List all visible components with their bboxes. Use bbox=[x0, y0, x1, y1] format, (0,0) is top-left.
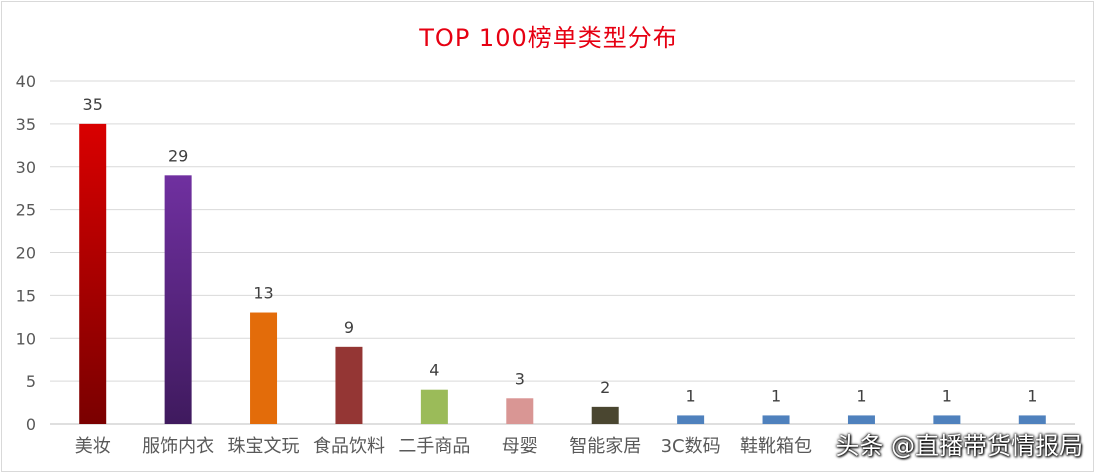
x-category-label: 二手商品 bbox=[398, 436, 470, 457]
x-category-label: 珠宝文玩 bbox=[228, 436, 300, 457]
x-category-label: 鞋靴箱包 bbox=[740, 436, 812, 457]
watermark: 头条 @直播带货情报局 bbox=[835, 432, 1083, 460]
y-tick-label: 5 bbox=[26, 372, 36, 391]
bar bbox=[506, 398, 534, 424]
bar bbox=[79, 123, 107, 424]
data-label: 9 bbox=[344, 318, 354, 337]
bar bbox=[762, 415, 790, 424]
bar bbox=[591, 406, 619, 424]
bar bbox=[1018, 415, 1046, 424]
gridlines bbox=[50, 80, 1075, 425]
x-category-label: 3C数码 bbox=[661, 436, 721, 457]
x-category-label: 母婴 bbox=[502, 436, 538, 457]
bar bbox=[335, 346, 363, 424]
data-label: 35 bbox=[83, 95, 103, 114]
y-tick-label: 0 bbox=[26, 415, 36, 434]
y-axis: 0 5 10 15 20 25 30 35 40 bbox=[16, 72, 36, 434]
y-tick-label: 30 bbox=[16, 158, 36, 177]
x-category-label: 服饰内衣 bbox=[142, 436, 214, 457]
data-label: 2 bbox=[600, 378, 610, 397]
data-label: 3 bbox=[515, 369, 525, 388]
x-category-label: 美妆 bbox=[75, 436, 111, 457]
bar bbox=[847, 415, 875, 424]
chart-title: TOP 100榜单类型分布 bbox=[419, 24, 678, 52]
bar bbox=[677, 415, 705, 424]
x-category-label: 智能家居 bbox=[569, 436, 641, 457]
data-label: 1 bbox=[942, 386, 952, 405]
bar bbox=[933, 415, 961, 424]
y-tick-label: 10 bbox=[16, 329, 36, 348]
data-label: 1 bbox=[856, 386, 866, 405]
bars bbox=[79, 123, 1046, 424]
bar bbox=[164, 175, 192, 424]
y-tick-label: 20 bbox=[16, 244, 36, 263]
y-tick-label: 35 bbox=[16, 115, 36, 134]
data-label: 4 bbox=[429, 361, 439, 380]
x-axis: 美妆 服饰内衣 珠宝文玩 食品饮料 二手商品 母婴 智能家居 3C数码 鞋靴箱包 bbox=[75, 436, 812, 457]
bar bbox=[420, 389, 448, 424]
y-tick-label: 40 bbox=[16, 72, 36, 91]
data-label: 1 bbox=[1027, 386, 1037, 405]
data-label: 13 bbox=[253, 284, 273, 303]
data-label: 29 bbox=[168, 146, 188, 165]
data-label: 1 bbox=[686, 386, 696, 405]
x-category-label: 食品饮料 bbox=[313, 436, 385, 457]
data-labels: 35 29 13 9 4 3 2 1 1 1 1 1 bbox=[83, 95, 1038, 406]
bar bbox=[250, 312, 278, 424]
y-tick-label: 25 bbox=[16, 201, 36, 220]
data-label: 1 bbox=[771, 386, 781, 405]
y-tick-label: 15 bbox=[16, 286, 36, 305]
